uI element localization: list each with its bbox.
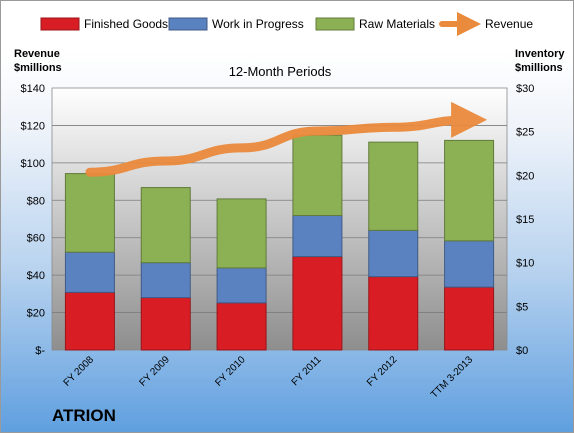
right-tick-label: $10 — [516, 258, 534, 270]
legend-label: Finished Goods — [84, 17, 168, 31]
left-tick-label: $80 — [27, 195, 45, 207]
x-axis-ticks: FY 2008 FY 2009 FY 2010 FY 2011 FY 2012 TTM 3… — [62, 354, 476, 401]
right-tick-label: $15 — [516, 214, 534, 226]
legend: Finished Goods Work in Progress Raw Materi… — [40, 12, 533, 36]
left-tick-label: $60 — [27, 233, 45, 245]
left-axis-title-line2: $millions — [14, 62, 62, 74]
bar-series — [64, 134, 495, 351]
legend-label: Raw Materials — [359, 17, 435, 31]
legend-label: Work in Progress — [212, 17, 304, 31]
right-tick-label: $20 — [516, 170, 534, 182]
right-tick-label: $30 — [516, 83, 534, 95]
bar-raw-materials — [216, 198, 267, 269]
left-tick-label: $- — [35, 345, 45, 357]
left-axis-ticks: $- $20 $40 $60 $80 $100 $120 $140 — [21, 83, 46, 357]
bar-raw-materials — [368, 141, 419, 231]
legend-swatch-work-in-progress — [168, 17, 208, 31]
bar-finished-goods — [444, 286, 495, 351]
revenue-line — [85, 101, 488, 177]
bar-finished-goods — [64, 291, 115, 351]
right-axis-title-line2: $millions — [515, 62, 563, 74]
bar-finished-goods — [292, 256, 343, 351]
x-tick-label: TTM 3-2013 — [429, 354, 476, 401]
bar-raw-materials — [64, 173, 115, 253]
plot-area — [51, 87, 508, 351]
bar-work-in-progress — [64, 251, 115, 293]
right-axis-ticks: $0 $5 $10 $15 $20 $25 $30 — [516, 83, 534, 357]
bar-raw-materials — [444, 139, 495, 242]
bar-finished-goods — [140, 297, 191, 351]
bar-work-in-progress — [292, 215, 343, 258]
x-tick-label: FY 2008 — [62, 354, 97, 389]
legend-swatch-raw-materials — [315, 17, 355, 31]
left-tick-label: $20 — [27, 308, 45, 320]
chart-title: 12-Month Periods — [229, 64, 332, 79]
left-axis-title-line1: Revenue — [14, 48, 60, 60]
bar-finished-goods — [368, 276, 419, 351]
bar-work-in-progress — [216, 267, 267, 304]
x-tick-label: FY 2009 — [137, 354, 172, 389]
legend-label: Revenue — [485, 17, 533, 31]
bar-finished-goods — [216, 302, 267, 351]
x-tick-label: FY 2010 — [213, 354, 248, 389]
left-tick-label: $140 — [21, 83, 45, 95]
x-tick-label: FY 2012 — [365, 354, 400, 389]
bar-raw-materials — [292, 134, 343, 217]
legend-swatch-finished-goods — [40, 17, 80, 31]
bar-work-in-progress — [368, 229, 419, 278]
left-tick-label: $120 — [21, 120, 45, 132]
company-name: ATRION — [52, 406, 116, 425]
bar-raw-materials — [140, 187, 191, 264]
right-tick-label: $0 — [516, 345, 528, 357]
right-axis-title-line1: Inventory — [515, 48, 565, 60]
x-tick-label: FY 2011 — [290, 354, 324, 388]
bar-work-in-progress — [444, 240, 495, 288]
left-tick-label: $100 — [21, 158, 45, 170]
right-tick-label: $5 — [516, 301, 528, 313]
revenue-line-group — [85, 101, 488, 177]
right-tick-label: $25 — [516, 127, 534, 139]
bar-work-in-progress — [140, 262, 191, 299]
left-tick-label: $40 — [27, 270, 45, 282]
